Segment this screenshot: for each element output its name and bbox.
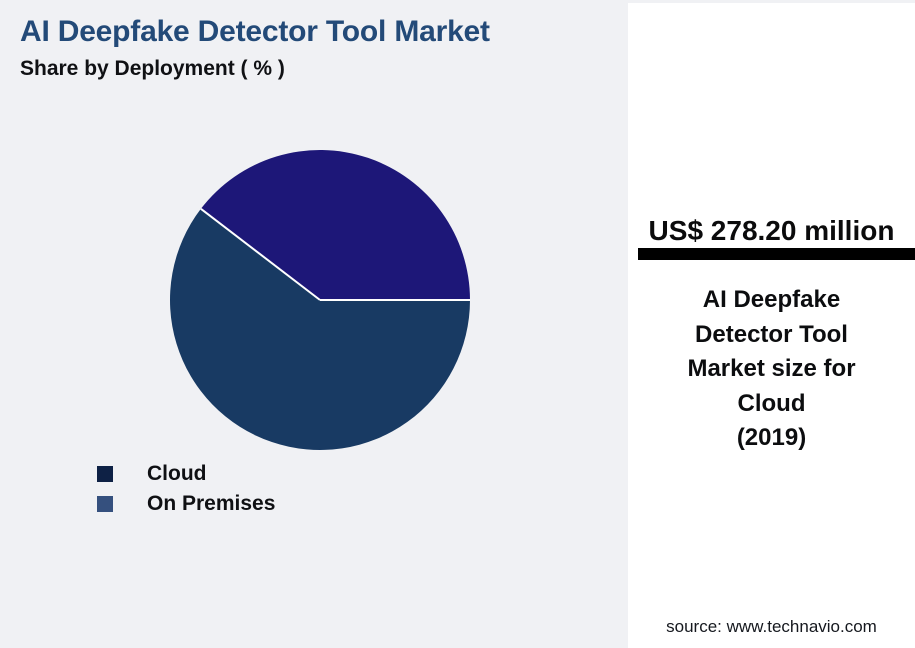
- pie-chart: [170, 149, 470, 450]
- legend-item-on-premises: On Premises: [97, 492, 275, 516]
- stat-card: US$ 278.20 million AI Deepfake Detector …: [628, 3, 915, 648]
- legend: Cloud On Premises: [97, 462, 275, 516]
- stat-description: AI Deepfake Detector Tool Market size fo…: [687, 286, 856, 451]
- cloud-legend-marker-icon: [97, 466, 113, 482]
- pie-slice-divider: [200, 208, 321, 301]
- page-title: AI Deepfake Detector Tool Market: [20, 15, 490, 48]
- on-premises-legend-marker-icon: [97, 496, 113, 512]
- stat-divider: [638, 248, 915, 260]
- legend-item-cloud: Cloud: [97, 462, 275, 486]
- pie-slice-on-premises: [200, 149, 470, 300]
- source-credit: source: www.technavio.com: [666, 617, 877, 636]
- page-subtitle: Share by Deployment ( % ): [20, 57, 285, 80]
- pie-slice-cloud: [170, 208, 470, 450]
- stat-value: US$ 278.20 million: [648, 215, 895, 246]
- legend-label-on-premises: On Premises: [147, 492, 276, 515]
- legend-label-cloud: Cloud: [147, 462, 207, 485]
